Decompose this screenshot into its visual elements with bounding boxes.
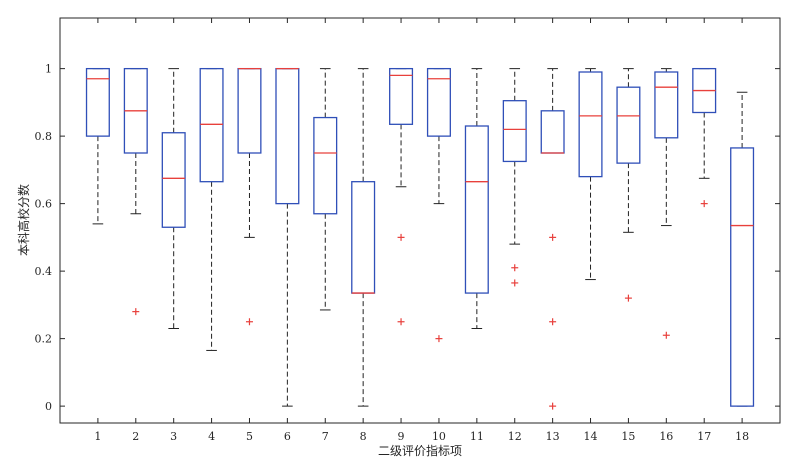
box-iqr: [351, 181, 376, 294]
outlier-marker: [435, 335, 443, 343]
box-group-8: [351, 68, 376, 407]
outlier-marker: [624, 294, 632, 302]
x-tick-label: 10: [432, 430, 446, 443]
x-tick-label: 4: [208, 430, 215, 443]
box-group-10: [426, 67, 451, 343]
x-tick-label: 8: [360, 430, 367, 443]
outlier-marker: [397, 233, 405, 241]
x-axis: 1 2 3 4 5 6 7 8 9 10 11 12 13 14 15 16 17 18: [94, 18, 749, 443]
box-iqr: [540, 110, 565, 154]
box-group-9: [389, 67, 414, 326]
x-tick-label: 17: [697, 430, 711, 443]
x-tick-label: 12: [508, 430, 522, 443]
box-group-16: [654, 68, 679, 339]
box-group-2: [123, 67, 148, 316]
box-iqr: [199, 67, 224, 183]
x-tick-label: 16: [659, 430, 673, 443]
outlier-marker: [132, 308, 140, 316]
box-iqr: [237, 67, 262, 154]
outlier-marker: [511, 279, 519, 287]
box-iqr: [85, 67, 110, 137]
x-tick-label: 3: [170, 430, 177, 443]
box-group-13: [540, 68, 565, 410]
y-tick-label: 0.8: [35, 130, 53, 143]
box-iqr: [578, 71, 603, 178]
box-iqr: [730, 147, 755, 407]
x-tick-label: 6: [284, 430, 291, 443]
outlier-marker: [549, 402, 557, 410]
box-group-1: [85, 67, 110, 225]
x-tick-label: 1: [94, 430, 101, 443]
box-group-11: [464, 68, 489, 329]
boxes-layer: [85, 67, 755, 410]
y-axis-label: 本科高校分数: [16, 184, 31, 256]
box-iqr: [464, 125, 489, 294]
x-tick-label: 14: [584, 430, 598, 443]
x-axis-label: 二级评价指标项: [378, 443, 462, 458]
box-iqr: [616, 86, 641, 164]
box-group-12: [502, 68, 527, 287]
plot-area-frame: [59, 17, 781, 424]
box-group-15: [616, 68, 641, 302]
box-group-18: [730, 91, 755, 407]
y-tick-label: 0: [45, 400, 52, 413]
box-group-14: [578, 68, 603, 281]
x-tick-label: 15: [621, 430, 635, 443]
y-tick-label: 0.2: [35, 333, 53, 346]
box-iqr: [426, 67, 451, 137]
outlier-marker: [397, 318, 405, 326]
outlier-marker: [245, 318, 253, 326]
box-iqr: [161, 132, 186, 228]
outlier-marker: [662, 331, 670, 339]
y-axis: 0 0.2 0.4 0.6 0.8 1: [35, 63, 780, 413]
box-group-3: [161, 68, 186, 329]
box-group-6: [275, 67, 300, 407]
x-tick-label: 7: [322, 430, 329, 443]
box-group-5: [237, 67, 262, 326]
box-iqr: [654, 71, 679, 139]
outlier-marker: [549, 318, 557, 326]
box-iqr: [275, 67, 300, 205]
y-tick-label: 0.4: [35, 265, 53, 278]
x-tick-label: 18: [735, 430, 749, 443]
x-tick-label: 2: [132, 430, 139, 443]
outlier-marker: [549, 233, 557, 241]
box-iqr: [313, 116, 338, 215]
box-iqr: [389, 67, 414, 125]
y-tick-label: 0.6: [35, 198, 53, 211]
x-tick-label: 11: [470, 430, 484, 443]
y-tick-label: 1: [45, 63, 52, 76]
box-group-4: [199, 67, 224, 351]
outlier-marker: [511, 264, 519, 272]
box-group-17: [692, 67, 717, 208]
box-group-7: [313, 68, 338, 311]
outlier-marker: [700, 200, 708, 208]
x-tick-label: 9: [398, 430, 405, 443]
x-tick-label: 5: [246, 430, 253, 443]
x-tick-label: 13: [546, 430, 560, 443]
box-iqr: [502, 100, 527, 163]
